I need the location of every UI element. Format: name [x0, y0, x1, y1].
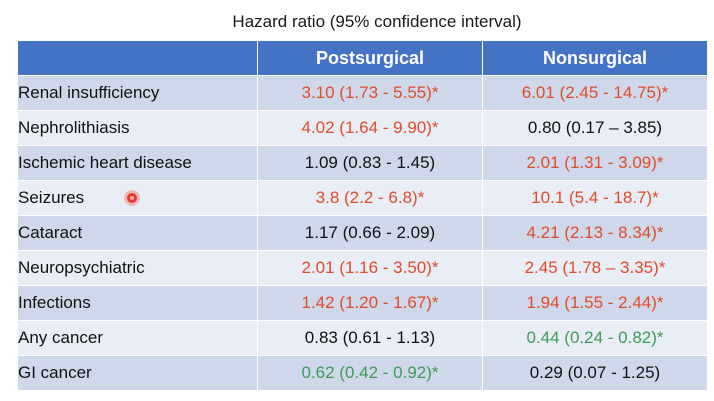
postsurgical-value: 3.8 (2.2 - 6.8)*: [257, 180, 483, 216]
postsurgical-value: 1.09 (0.83 - 1.45): [257, 145, 483, 181]
nonsurgical-value: 1.94 (1.55 - 2.44)*: [482, 285, 708, 321]
table-row: Neuropsychiatric 2.01 (1.16 - 3.50)* 2.45 …: [17, 250, 708, 286]
row-label: Any cancer: [17, 320, 258, 356]
table-row: Cataract 1.17 (0.66 - 2.09) 4.21 (2.13 - 8…: [17, 215, 708, 251]
header-nonsurgical: Nonsurgical: [482, 40, 708, 76]
nonsurgical-value: 0.44 (0.24 - 0.82)*: [482, 320, 708, 356]
row-label: Neuropsychiatric: [17, 250, 258, 286]
table-row: Any cancer 0.83 (0.61 - 1.13) 0.44 (0.24 -…: [17, 320, 708, 356]
table-row: Renal insufficiency 3.10 (1.73 - 5.55)* 6.…: [17, 75, 708, 111]
row-label: Renal insufficiency: [17, 75, 258, 111]
nonsurgical-value: 2.45 (1.78 – 3.35)*: [482, 250, 708, 286]
header-row: Postsurgical Nonsurgical: [17, 40, 708, 76]
row-label: Nephrolithiasis: [17, 110, 258, 146]
table-body: Renal insufficiency 3.10 (1.73 - 5.55)* 6.…: [17, 75, 708, 391]
row-label: Infections: [17, 285, 258, 321]
postsurgical-value: 0.83 (0.61 - 1.13): [257, 320, 483, 356]
postsurgical-value: 0.62 (0.42 - 0.92)*: [257, 355, 483, 391]
table-row: GI cancer 0.62 (0.42 - 0.92)* 0.29 (0.07 -…: [17, 355, 708, 391]
table-caption: Hazard ratio (95% confidence interval): [232, 12, 522, 31]
nonsurgical-value: 2.01 (1.31 - 3.09)*: [482, 145, 708, 181]
postsurgical-value: 2.01 (1.16 - 3.50)*: [257, 250, 483, 286]
table-row: Nephrolithiasis 4.02 (1.64 - 9.90)* 0.80 (…: [17, 110, 708, 146]
row-label: Ischemic heart disease: [17, 145, 258, 181]
postsurgical-value: 1.17 (0.66 - 2.09): [257, 215, 483, 251]
table-row: Infections 1.42 (1.20 - 1.67)* 1.94 (1.55 …: [17, 285, 708, 321]
header-blank: [17, 40, 258, 76]
nonsurgical-value: 0.80 (0.17 – 3.85): [482, 110, 708, 146]
postsurgical-value: 3.10 (1.73 - 5.55)*: [257, 75, 483, 111]
table-row: Seizures 3.8 (2.2 - 6.8)* 10.1 (5.4 - 18.7…: [17, 180, 708, 216]
nonsurgical-value: 0.29 (0.07 - 1.25): [482, 355, 708, 391]
hazard-ratio-table: Postsurgical Nonsurgical Renal insuffici…: [17, 40, 708, 391]
row-label: Cataract: [17, 215, 258, 251]
postsurgical-value: 1.42 (1.20 - 1.67)*: [257, 285, 483, 321]
row-label: Seizures: [17, 180, 258, 216]
laser-pointer-dot: [127, 193, 137, 203]
nonsurgical-value: 10.1 (5.4 - 18.7)*: [482, 180, 708, 216]
header-postsurgical: Postsurgical: [257, 40, 483, 76]
postsurgical-value: 4.02 (1.64 - 9.90)*: [257, 110, 483, 146]
nonsurgical-value: 4.21 (2.13 - 8.34)*: [482, 215, 708, 251]
row-label: GI cancer: [17, 355, 258, 391]
table-row: Ischemic heart disease 1.09 (0.83 - 1.45)…: [17, 145, 708, 181]
nonsurgical-value: 6.01 (2.45 - 14.75)*: [482, 75, 708, 111]
